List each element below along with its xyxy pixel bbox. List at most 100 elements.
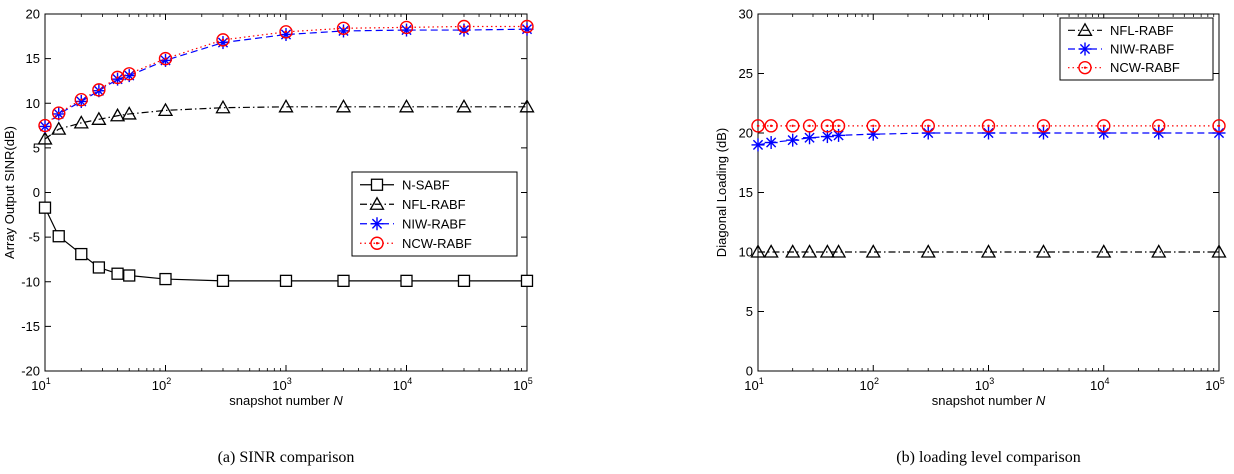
data-point bbox=[1035, 244, 1052, 258]
legend: NFL-RABF NIW-RABF NCW-RABF bbox=[1059, 17, 1214, 81]
data-point bbox=[398, 98, 415, 113]
legend-label: NCW-RABF bbox=[1110, 60, 1180, 75]
data-point bbox=[337, 274, 350, 288]
data-point-ring bbox=[981, 119, 996, 133]
data-point bbox=[819, 244, 836, 258]
legend-entry: NFL-RABF bbox=[1068, 22, 1174, 38]
data-point bbox=[336, 21, 351, 35]
data-point bbox=[278, 98, 294, 113]
data-point bbox=[111, 267, 124, 280]
data-point bbox=[820, 130, 834, 144]
data-point bbox=[751, 119, 765, 133]
data-point-dot bbox=[1157, 124, 1160, 128]
legend-label: NIW-RABF bbox=[1110, 42, 1174, 57]
data-point bbox=[157, 102, 174, 117]
x-axis-label-variable: N bbox=[333, 393, 343, 408]
data-point bbox=[92, 83, 106, 97]
data-point-dot bbox=[405, 26, 408, 29]
y-tick-label: 5 bbox=[746, 304, 753, 319]
data-point-dot bbox=[342, 27, 345, 30]
data-point bbox=[865, 244, 881, 258]
data-point-ring bbox=[1036, 119, 1051, 133]
data-point-stroke bbox=[1153, 127, 1164, 139]
data-point-dot bbox=[756, 124, 760, 128]
x-tick-exponent: 5 bbox=[528, 376, 533, 386]
x-tick-label: 104 bbox=[1090, 376, 1109, 393]
data-point-ring bbox=[520, 19, 534, 34]
data-point bbox=[1097, 126, 1111, 140]
data-point-ring bbox=[74, 92, 88, 107]
data-point bbox=[123, 269, 136, 282]
data-point bbox=[216, 33, 230, 47]
data-point bbox=[764, 136, 778, 150]
x-tick-base: 10 bbox=[393, 378, 407, 393]
data-point bbox=[803, 131, 817, 145]
x-tick-base: 10 bbox=[1090, 378, 1104, 393]
data-point bbox=[75, 247, 88, 261]
x-tick-base: 10 bbox=[272, 378, 286, 393]
data-point bbox=[52, 106, 66, 120]
legend-marker-ring bbox=[1078, 60, 1092, 75]
data-point bbox=[1152, 119, 1166, 133]
data-point bbox=[38, 201, 52, 214]
x-tick-exponent: 4 bbox=[1104, 376, 1109, 386]
data-point bbox=[1211, 244, 1227, 258]
x-tick-exponent: 1 bbox=[759, 376, 764, 386]
x-tick-base: 10 bbox=[1205, 378, 1219, 393]
x-tick-exponent: 3 bbox=[989, 376, 994, 386]
data-point-dot bbox=[164, 57, 167, 60]
data-point bbox=[279, 25, 293, 39]
data-point-stroke bbox=[833, 130, 844, 141]
data-point bbox=[159, 272, 172, 286]
legend-entry: NCW-RABF bbox=[360, 236, 472, 251]
data-point bbox=[38, 118, 52, 133]
data-point bbox=[786, 133, 800, 147]
data-point-stroke bbox=[822, 131, 833, 142]
data-point-stroke bbox=[458, 24, 470, 36]
legend-entry: NIW-RABF bbox=[360, 216, 466, 231]
data-point bbox=[920, 244, 936, 258]
x-tick-base: 10 bbox=[744, 378, 758, 393]
data-point-dot bbox=[43, 124, 47, 127]
data-point bbox=[763, 244, 779, 258]
data-point bbox=[400, 23, 413, 37]
data-point-dot bbox=[1102, 124, 1105, 128]
legend-label: NFL-RABF bbox=[1110, 23, 1174, 38]
data-point bbox=[456, 98, 472, 113]
legend-marker bbox=[1078, 42, 1092, 56]
data-point bbox=[215, 99, 231, 114]
data-point bbox=[921, 126, 935, 140]
data-point-stroke bbox=[1038, 127, 1049, 139]
x-tick-base: 10 bbox=[975, 378, 989, 393]
data-point-dot bbox=[769, 124, 773, 128]
x-tick-exponent: 1 bbox=[46, 376, 51, 386]
x-axis-label-variable: N bbox=[1036, 393, 1046, 408]
data-point-dot bbox=[284, 30, 288, 34]
y-tick-label: -10 bbox=[21, 274, 40, 289]
data-point bbox=[1097, 119, 1111, 133]
data-point-ring bbox=[399, 20, 414, 35]
data-point bbox=[750, 244, 766, 258]
data-point bbox=[216, 36, 230, 50]
data-point-dot bbox=[525, 25, 529, 28]
data-point-ring bbox=[158, 51, 173, 66]
x-axis-label: snapshot number N bbox=[229, 393, 343, 408]
data-point-dot bbox=[128, 72, 131, 75]
data-point bbox=[921, 119, 935, 133]
y-tick-label: 0 bbox=[746, 364, 753, 379]
data-point-ring bbox=[764, 119, 778, 133]
y-tick-label: 10 bbox=[26, 96, 40, 111]
data-point-dot bbox=[462, 25, 466, 28]
series-n-sabf bbox=[38, 201, 534, 288]
data-point-dot bbox=[57, 111, 60, 115]
data-point bbox=[982, 126, 995, 140]
legend-label: NCW-RABF bbox=[402, 236, 472, 251]
data-point bbox=[457, 274, 471, 288]
data-point-ring bbox=[831, 119, 846, 133]
data-point-stroke bbox=[1098, 127, 1109, 139]
data-point bbox=[785, 119, 800, 133]
data-point bbox=[216, 274, 230, 288]
data-point bbox=[73, 115, 89, 129]
x-tick-base: 10 bbox=[31, 378, 45, 393]
data-point bbox=[866, 119, 880, 133]
